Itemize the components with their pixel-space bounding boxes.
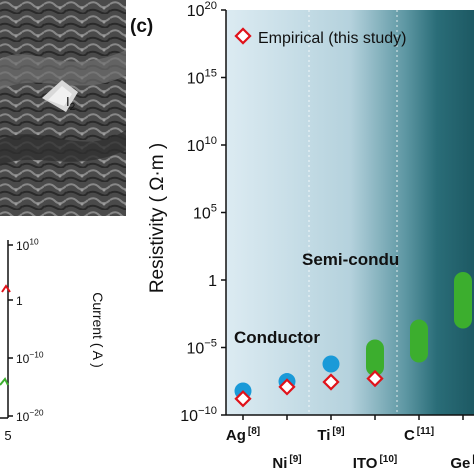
empirical-point: [366, 369, 384, 388]
conductor-label: Conductor: [234, 328, 320, 347]
current-marker-red: [1, 284, 11, 293]
current-tick-label: 10−20: [16, 408, 44, 424]
y-tick-label: 10−10: [180, 405, 217, 425]
semiconductor-range: [454, 272, 472, 329]
y-axis-label: Resistivity ( Ω·m ): [147, 143, 168, 293]
y-ticks: 1020 1015 1010 105 1 10−5 10−10: [180, 0, 226, 425]
y-tick-label: 1015: [187, 67, 217, 87]
x-tick-label-ni: Ni [9]: [272, 454, 301, 472]
y-tick-label: 1010: [187, 135, 217, 155]
legend-label-empirical: Empirical (this study): [258, 30, 406, 47]
current-marker-green: [0, 377, 9, 386]
empirical-point: [278, 378, 296, 396]
current-panel: 1010 1 10−10 10−20 Current ( A ) 5: [0, 237, 106, 443]
conductor-point: [322, 355, 340, 373]
empirical-point: [322, 373, 340, 391]
empirical-point: [234, 390, 252, 408]
resistivity-chart: 1020 1015 1010 105 1 10−5 10−10 Resistivity ( …: [147, 0, 474, 472]
semiconductor-label: Semi-condu: [302, 250, 399, 269]
legend: Empirical (this study): [234, 27, 406, 47]
x-tick-label-ti: Ti [9]: [317, 426, 344, 444]
current-tick-label: 10−10: [16, 350, 44, 366]
y-tick-label: 1: [208, 273, 217, 290]
x-tick-label-ag: Ag [8]: [226, 426, 260, 444]
semiconductor-range: [410, 319, 428, 363]
panel-c-label: (c): [130, 16, 153, 37]
sem-image: I2: [0, 0, 126, 216]
x-tick-label-c: C [11]: [404, 426, 434, 444]
y-tick-label: 10−5: [186, 337, 217, 357]
current-tick-label: 1010: [16, 237, 39, 253]
x-tick-label-ito: ITO [10]: [353, 454, 398, 472]
sem-label: I2: [66, 94, 76, 113]
y-tick-label: 105: [193, 202, 217, 222]
semiconductor-range: [366, 339, 384, 377]
current-y-label: Current ( A ): [90, 292, 106, 367]
current-tick-label: 1: [16, 294, 23, 308]
data-marks: [234, 272, 472, 408]
x-ticks: Ag[8] Ni[9] Ti[9] ITO[10] C[11] Ge[: [226, 415, 474, 472]
x-tick-label-ge: Ge[: [450, 454, 474, 472]
plot-background: [226, 10, 474, 415]
current-x-tick: 5: [4, 428, 11, 443]
legend-marker-empirical: [234, 27, 252, 45]
y-tick-label: 1020: [187, 0, 217, 20]
